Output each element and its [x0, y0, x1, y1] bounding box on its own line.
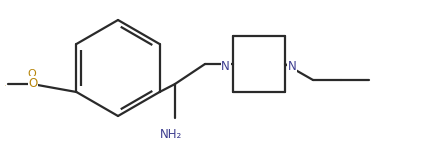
Text: O: O: [28, 76, 38, 90]
Text: N: N: [288, 60, 297, 72]
Text: NH₂: NH₂: [160, 128, 182, 141]
Text: N: N: [221, 60, 230, 72]
Text: O: O: [5, 85, 6, 86]
Text: O: O: [27, 69, 36, 79]
